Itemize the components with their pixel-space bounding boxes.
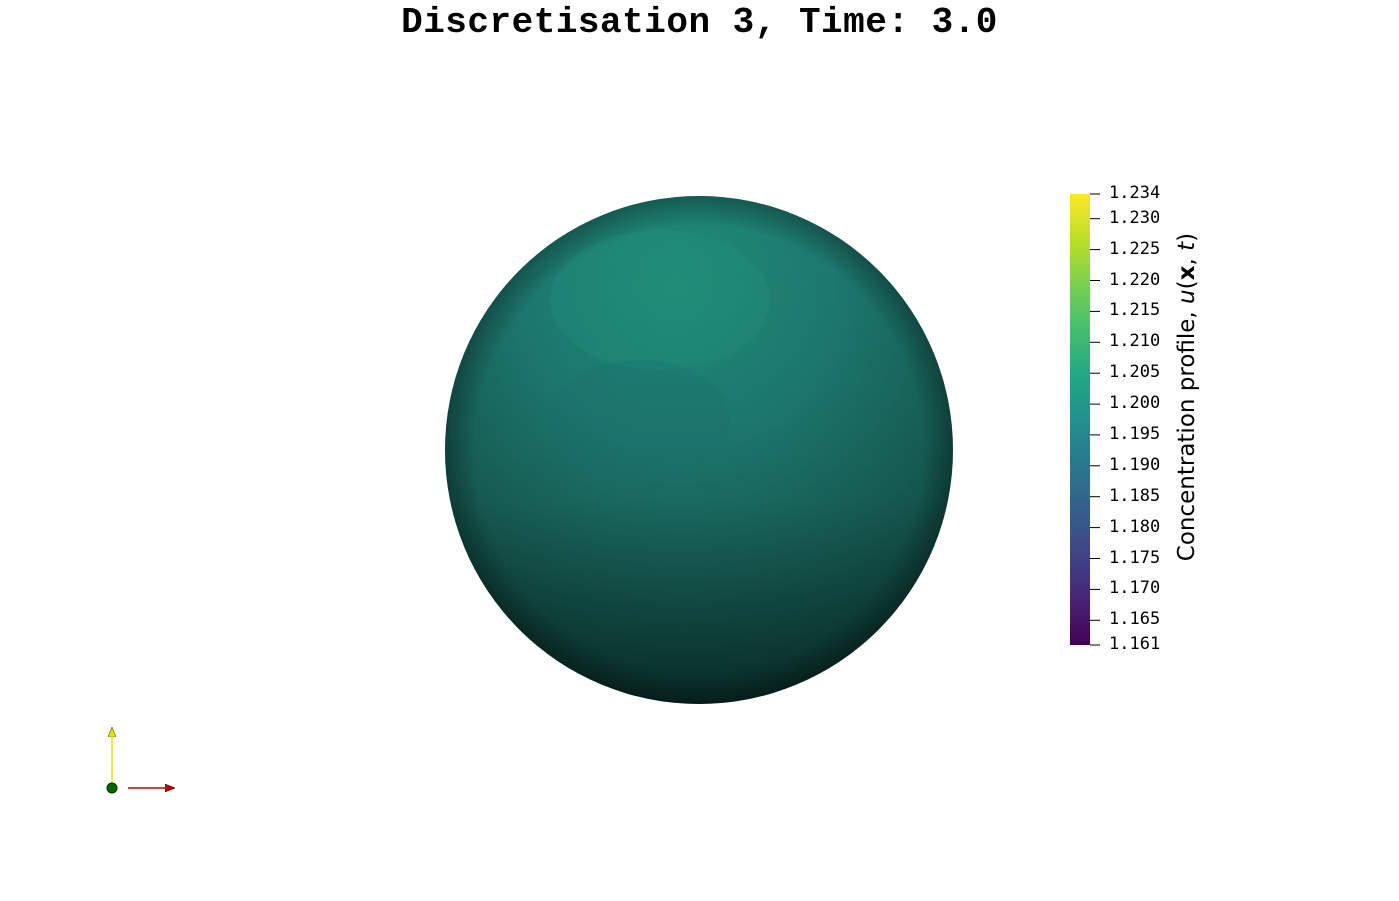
plot-title: Discretisation 3, Time: 3.0 — [401, 2, 998, 43]
colorbar-tick-label: 1.190 — [1109, 454, 1161, 475]
colorbar-title-u: u — [1174, 289, 1200, 304]
colorbar-title-close: ) — [1174, 232, 1200, 242]
colorbar-title-x: x — [1174, 265, 1200, 281]
colorbar-tick-label: 1.230 — [1109, 207, 1161, 228]
orientation-axes — [106, 728, 174, 794]
colorbar-gradient — [1070, 194, 1090, 645]
colorbar-tick-label: 1.180 — [1109, 516, 1161, 537]
colorbar-ticks — [1090, 193, 1100, 646]
colorbar-tick-label: 1.210 — [1109, 331, 1161, 352]
colorbar-tick-label: 1.185 — [1109, 485, 1161, 506]
colorbar-tick-label: 1.234 — [1109, 183, 1161, 203]
colorbar-tick-label: 1.200 — [1109, 393, 1161, 414]
colorbar-title-t: t — [1174, 241, 1200, 251]
colorbar-title-prefix: Concentration profile, — [1174, 303, 1200, 562]
colorbar-tick-label: 1.205 — [1109, 362, 1161, 383]
colorbar-tick-label: 1.175 — [1109, 547, 1161, 568]
sphere-surface[interactable] — [445, 196, 953, 704]
colorbar-tick-label: 1.225 — [1109, 238, 1161, 259]
colorbar-title-open: ( — [1174, 280, 1200, 290]
colorbar — [1070, 193, 1100, 646]
colorbar-tick-label: 1.170 — [1109, 578, 1161, 599]
colorbar-tick-label: 1.165 — [1109, 609, 1161, 630]
colorbar-tick-label: 1.161 — [1109, 634, 1161, 654]
z-axis-dot — [106, 782, 118, 794]
colorbar-tick-label: 1.220 — [1109, 269, 1161, 290]
colorbar-tick-label: 1.195 — [1109, 423, 1161, 444]
colorbar-title-comma: , — [1174, 250, 1200, 266]
colorbar-tick-label: 1.215 — [1109, 300, 1161, 321]
